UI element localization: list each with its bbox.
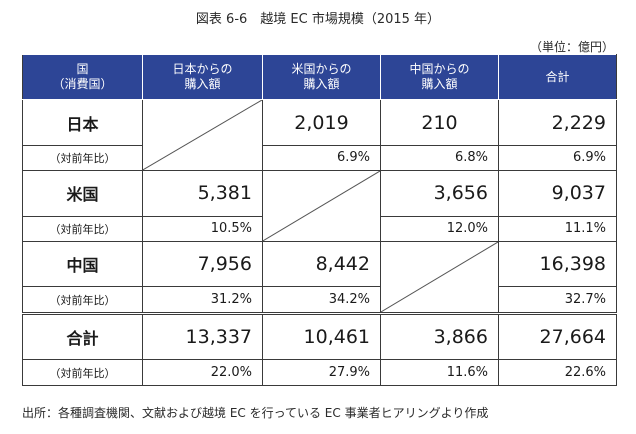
- figure-title: 図表 6-6 越境 EC 市場規模（2015 年）: [195, 12, 441, 27]
- header-row: 国 （消費国） 日本からの 購入額 米国からの 購入額 中国からの 購入額 合計: [22, 53, 617, 101]
- cell-value: 210: [380, 99, 499, 146]
- cell-value: 7,956: [142, 241, 263, 288]
- cell-total: 2,229: [498, 99, 617, 146]
- header-country: 国 （消費国）: [22, 53, 143, 101]
- cell-value: 3,656: [380, 170, 499, 217]
- header-total: 合計: [498, 53, 617, 101]
- cell-pct: 10.5%: [142, 215, 263, 243]
- row-sublabel: （対前年比）: [22, 215, 143, 243]
- header-from-us-line1: 米国からの: [291, 62, 352, 77]
- table-row-yoy: （対前年比） 6.9% 6.8% 6.9%: [22, 144, 617, 172]
- unit-label: （単位：億円）: [529, 40, 614, 54]
- table-row: 米国 5,381 3,656 9,037: [22, 170, 617, 243]
- cell-pct: 27.9%: [262, 359, 381, 386]
- cell-pct: 12.0%: [380, 215, 499, 243]
- row-label-china: 中国: [22, 241, 143, 288]
- row-sublabel: （対前年比）: [22, 144, 143, 172]
- header-country-line2: （消費国）: [52, 77, 113, 92]
- header-from-china-line2: 購入額: [421, 77, 458, 92]
- header-from-japan-line2: 購入額: [184, 77, 221, 92]
- cell-value: 2,019: [262, 99, 381, 146]
- header-from-japan: 日本からの 購入額: [142, 53, 263, 101]
- cell-pct: 11.1%: [498, 215, 617, 243]
- cell-value: 3,866: [380, 311, 499, 361]
- cell-pct: 31.2%: [142, 286, 263, 314]
- cell-pct: 6.8%: [380, 144, 499, 172]
- table-row-yoy: （対前年比） 10.5% 12.0% 11.1%: [22, 215, 617, 243]
- row-label-japan: 日本: [22, 99, 143, 146]
- header-from-japan-line1: 日本からの: [172, 62, 233, 77]
- header-from-china-line1: 中国からの: [409, 62, 470, 77]
- row-sublabel: （対前年比）: [22, 359, 143, 386]
- cell-value: 8,442: [262, 241, 381, 288]
- diagonal-cell: [142, 99, 263, 172]
- cell-total: 9,037: [498, 170, 617, 217]
- cell-value: 10,461: [262, 311, 381, 361]
- cell-pct: 34.2%: [262, 286, 381, 314]
- header-from-us-line2: 購入額: [303, 77, 340, 92]
- diagonal-cell: [380, 241, 499, 314]
- cell-pct: 22.0%: [142, 359, 263, 386]
- cell-value: 13,337: [142, 311, 263, 361]
- table-row-yoy: （対前年比） 22.0% 27.9% 11.6% 22.6%: [22, 359, 617, 386]
- cell-total: 27,664: [498, 311, 617, 361]
- header-country-line1: 国: [76, 62, 89, 77]
- cell-value: 5,381: [142, 170, 263, 217]
- source-note: 出所：各種調査機関、文献および越境 EC を行っている EC 事業者ヒアリングよ…: [22, 406, 489, 420]
- cell-total: 16,398: [498, 241, 617, 288]
- row-sublabel: （対前年比）: [22, 286, 143, 314]
- diagonal-cell: [262, 170, 381, 243]
- table-row: 日本 2,019 210 2,229: [22, 99, 617, 172]
- table-row: 中国 7,956 8,442 16,398: [22, 241, 617, 314]
- cell-pct: 6.9%: [262, 144, 381, 172]
- cell-pct: 11.6%: [380, 359, 499, 386]
- row-label-total: 合計: [22, 311, 143, 361]
- header-from-china: 中国からの 購入額: [380, 53, 499, 101]
- cell-pct: 22.6%: [498, 359, 617, 386]
- table-row-yoy: （対前年比） 31.2% 34.2% 32.7%: [22, 286, 617, 314]
- ec-market-table: 国 （消費国） 日本からの 購入額 米国からの 購入額 中国からの 購入額 合計…: [22, 53, 617, 386]
- header-from-us: 米国からの 購入額: [262, 53, 381, 101]
- row-label-us: 米国: [22, 170, 143, 217]
- table-row-total: 合計 13,337 10,461 3,866 27,664: [22, 311, 617, 361]
- cell-pct: 6.9%: [498, 144, 617, 172]
- cell-pct: 32.7%: [498, 286, 617, 314]
